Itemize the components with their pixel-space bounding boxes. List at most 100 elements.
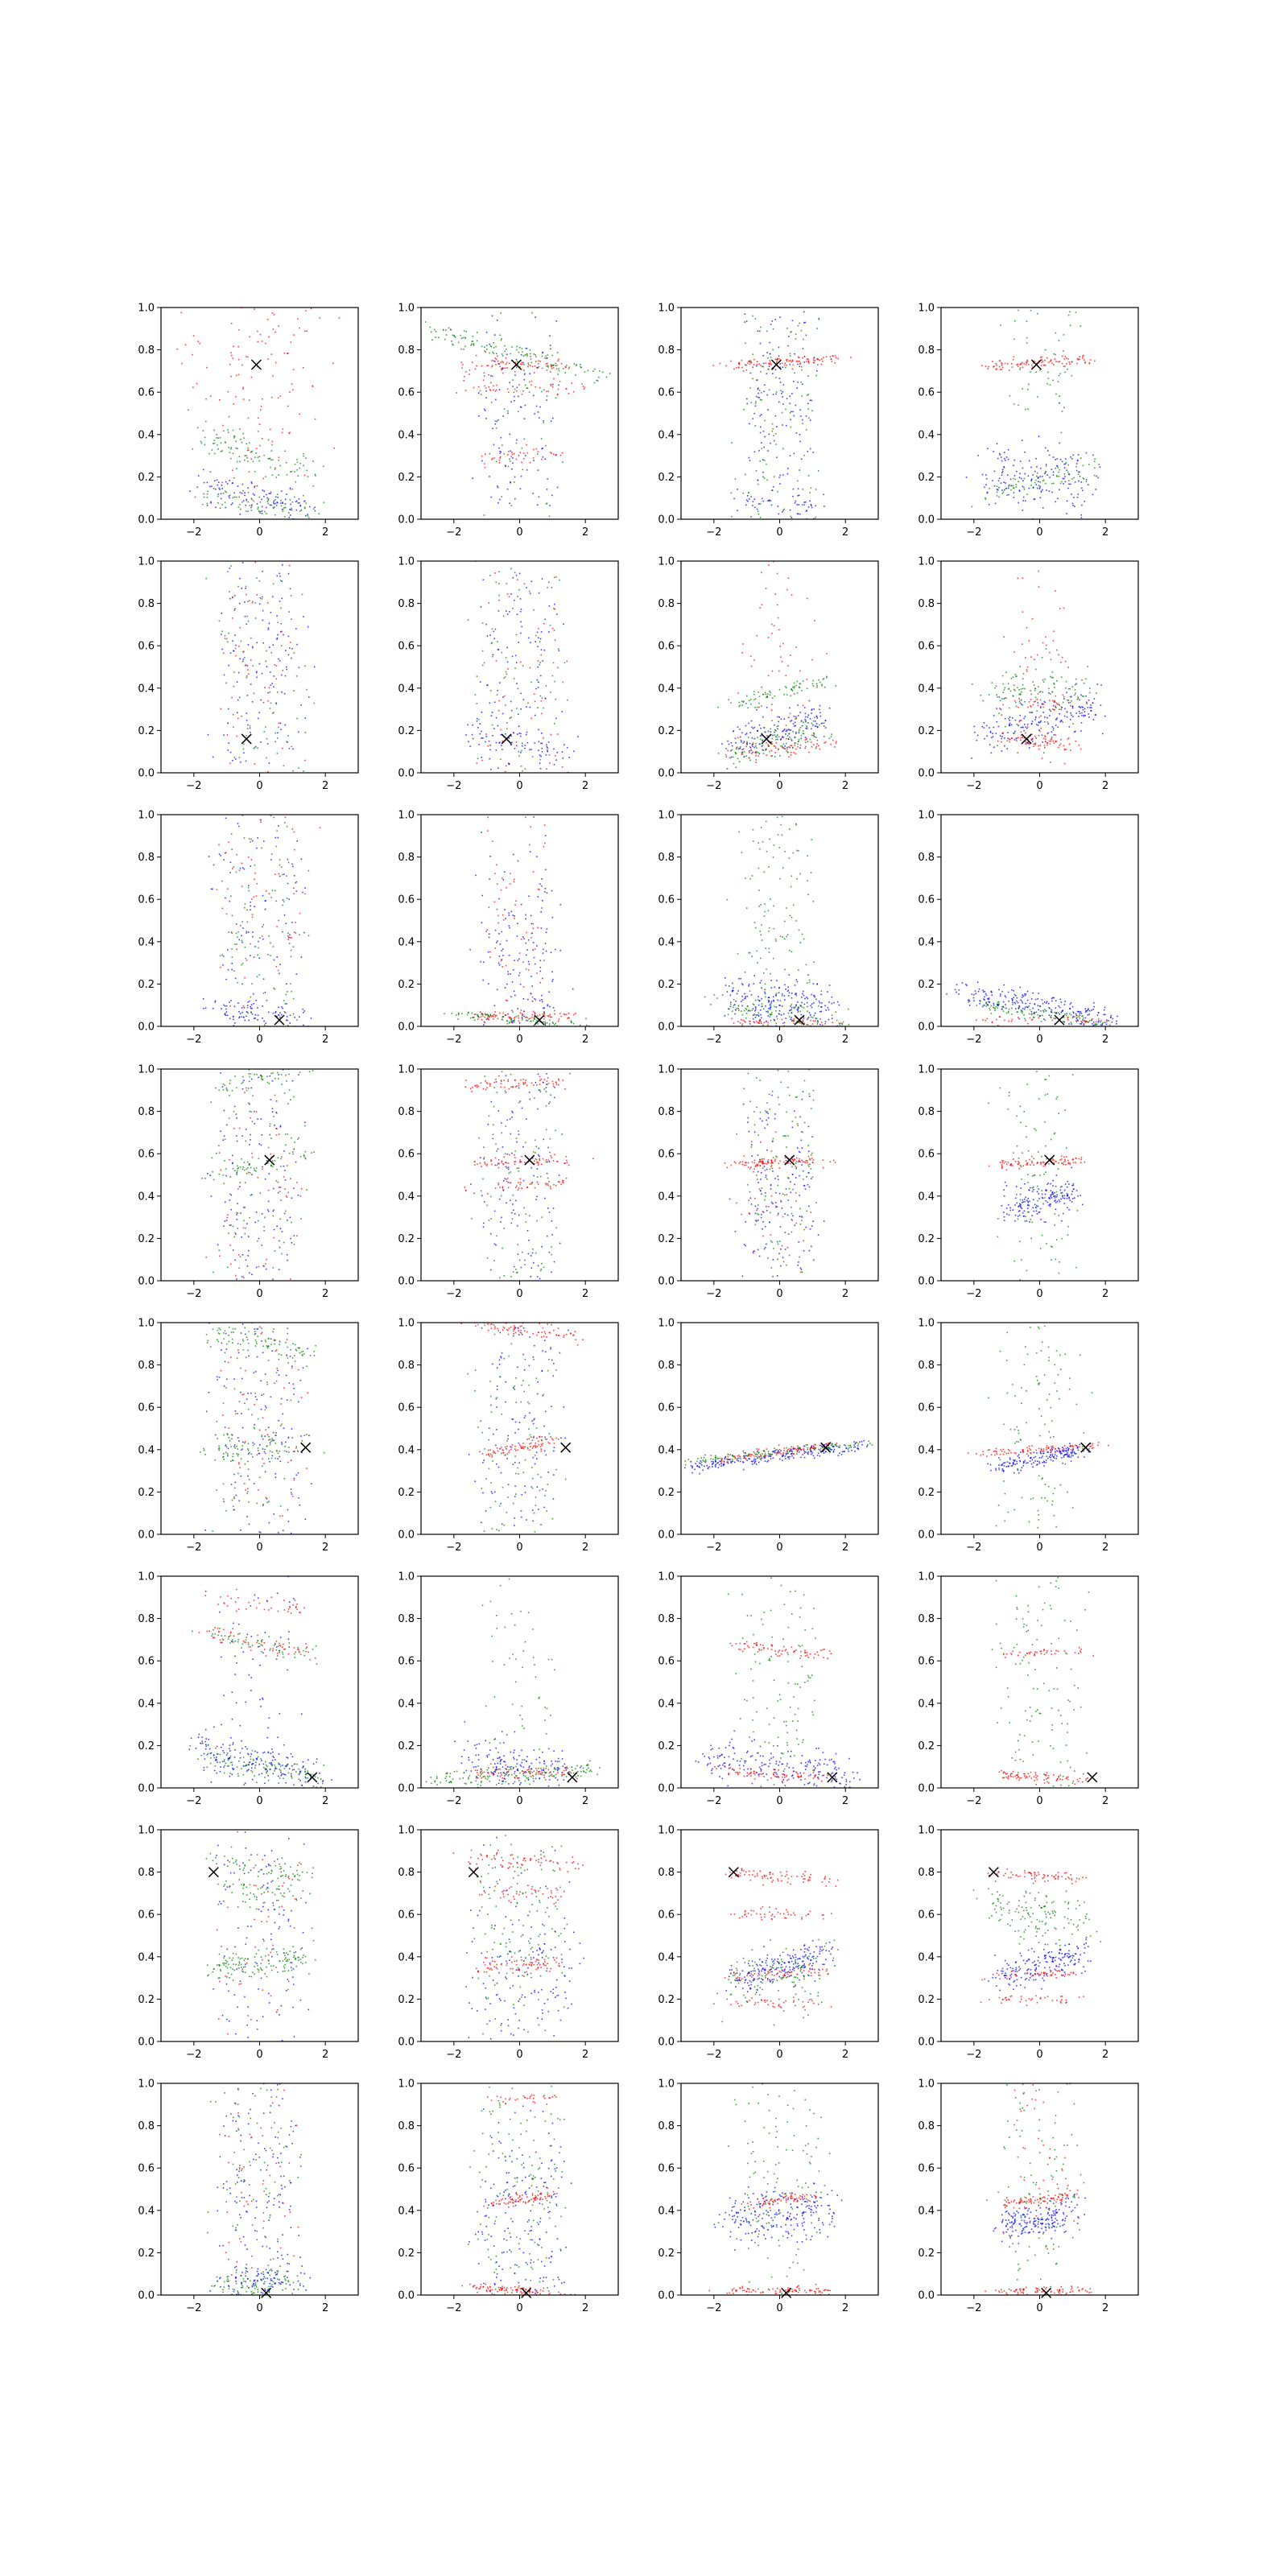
scatter-point	[1046, 780, 1048, 782]
scatter-point	[498, 964, 501, 966]
scatter-point	[816, 743, 818, 745]
scatter-point	[771, 373, 774, 374]
marker-x	[1030, 359, 1042, 370]
scatter-point	[502, 355, 504, 357]
scatter-point	[822, 361, 824, 362]
scatter-point	[512, 914, 514, 916]
scatter-point	[819, 1002, 821, 1004]
scatter-point	[758, 392, 759, 394]
scatter-point	[496, 864, 497, 866]
scatter-point	[1056, 704, 1059, 705]
scatter-point	[820, 363, 823, 365]
scatter-point	[546, 1022, 548, 1024]
scatter-point	[269, 457, 271, 460]
scatter-point	[1072, 505, 1074, 506]
scatter-point	[272, 644, 274, 646]
scatter-point	[734, 737, 737, 740]
scatter-point	[502, 712, 504, 715]
scatter-point	[1059, 713, 1061, 715]
scatter-point	[764, 903, 766, 906]
scatter-point	[505, 363, 507, 365]
scatter-point	[1067, 700, 1070, 701]
scatter-point	[746, 402, 748, 405]
scatter-point	[543, 960, 545, 961]
scatter-point	[1063, 407, 1065, 409]
scatter-point	[1053, 364, 1055, 365]
scatter-point	[811, 1003, 813, 1005]
scatter-point	[812, 1020, 815, 1022]
scatter-point	[260, 406, 262, 407]
scatter-point	[503, 677, 505, 679]
scatter-point	[499, 457, 501, 459]
scatter-point	[985, 724, 988, 727]
scatter-point	[290, 509, 291, 510]
scatter-point	[268, 893, 270, 894]
scatter-point	[789, 363, 791, 365]
scatter-point	[783, 694, 785, 696]
scatter-point	[1023, 1014, 1025, 1016]
scatter-point	[207, 490, 209, 493]
scatter-point	[762, 744, 764, 746]
scatter-point	[797, 1022, 799, 1024]
scatter-point	[770, 442, 771, 444]
scatter-point	[1007, 683, 1009, 685]
scatter-point	[252, 601, 254, 603]
scatter-point	[1047, 361, 1050, 364]
scatter-point	[1001, 736, 1003, 737]
scatter-point	[741, 1013, 744, 1016]
scatter-point	[499, 456, 502, 458]
scatter-point	[519, 366, 521, 368]
scatter-point	[530, 384, 532, 386]
scatter-point	[996, 489, 998, 490]
scatter-point	[781, 995, 783, 997]
scatter-point	[758, 702, 760, 704]
scatter-point	[1027, 388, 1029, 390]
scatter-point	[480, 394, 482, 395]
scatter-point	[176, 348, 179, 350]
scatter-point	[212, 443, 214, 444]
scatter-point	[765, 1005, 766, 1007]
scatter-point	[1023, 362, 1025, 365]
scatter-point	[492, 457, 493, 460]
scatter-point	[545, 685, 547, 687]
scatter-point	[518, 1017, 519, 1019]
scatter-point	[490, 1015, 493, 1018]
scatter-point	[1081, 355, 1084, 357]
scatter-point	[234, 943, 236, 945]
scatter-point	[502, 919, 505, 921]
scatter-point	[245, 760, 247, 762]
scatter-point	[555, 454, 557, 456]
scatter-point	[238, 602, 241, 605]
scatter-point	[537, 451, 539, 452]
scatter-point	[984, 737, 985, 740]
scatter-point	[744, 972, 746, 973]
scatter-points	[176, 308, 341, 519]
scatter-point	[1037, 477, 1039, 479]
scatter-point	[513, 878, 515, 881]
scatter-point	[788, 992, 791, 994]
scatter-point	[1015, 705, 1018, 708]
scatter-point	[763, 446, 765, 448]
scatter-point	[524, 768, 526, 770]
scatter-point	[536, 1031, 538, 1033]
scatter-point	[840, 1022, 841, 1024]
scatter-point	[290, 503, 291, 506]
scatter-point	[1078, 711, 1080, 712]
scatter-point	[533, 1018, 535, 1020]
green-cluster-4	[444, 1011, 590, 1026]
scatter-point	[244, 657, 246, 658]
scatter-point	[768, 1008, 770, 1009]
scatter-point	[546, 745, 548, 748]
scatter-point	[835, 685, 837, 687]
scatter-point	[489, 749, 491, 751]
scatter-point	[733, 998, 735, 1001]
scatter-point	[1085, 479, 1088, 481]
scatter-point	[785, 408, 786, 411]
scatter-point	[505, 671, 507, 673]
scatter-point	[550, 364, 552, 365]
scatter-point	[239, 867, 242, 869]
scatter-point	[251, 450, 253, 452]
scatter-point	[996, 364, 997, 366]
scatter-point	[279, 659, 281, 662]
scatter-point	[501, 338, 502, 340]
